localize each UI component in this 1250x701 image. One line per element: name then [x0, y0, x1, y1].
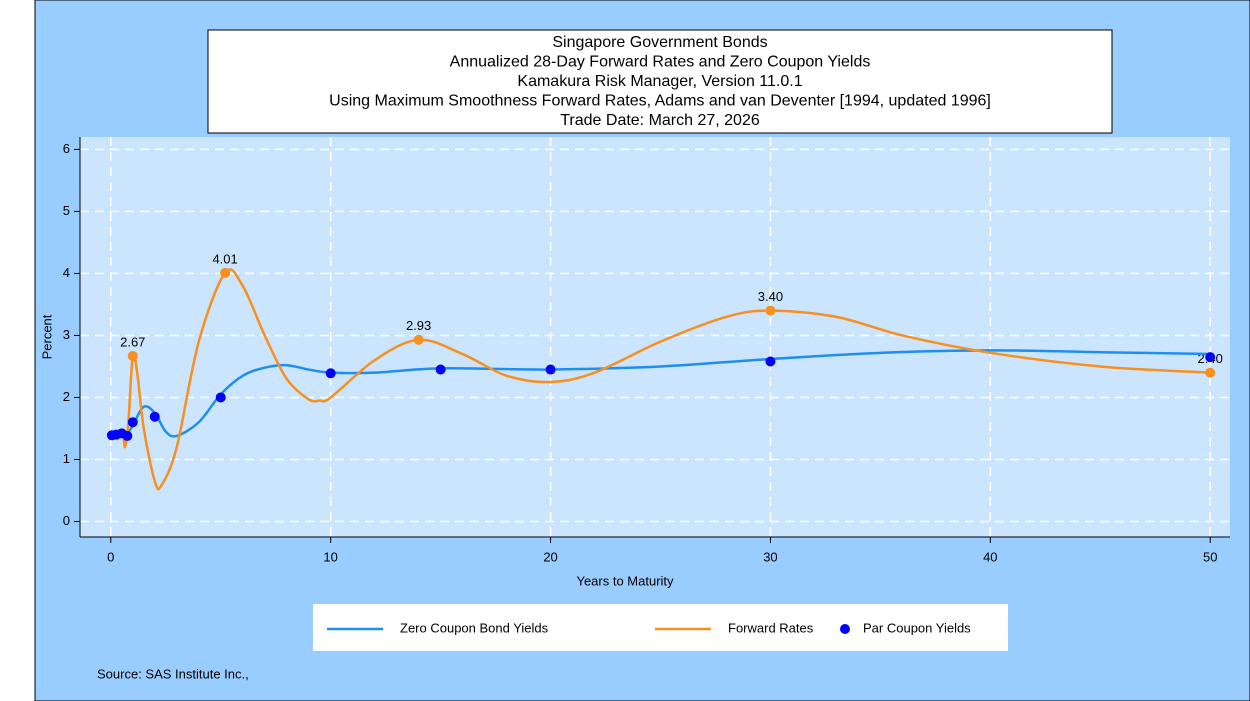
- x-tick-label: 50: [1203, 549, 1217, 564]
- legend-label: Forward Rates: [728, 620, 814, 635]
- point: [215, 392, 226, 403]
- x-tick-label: 20: [543, 549, 557, 564]
- y-tick-label: 0: [63, 513, 70, 528]
- point: [765, 356, 776, 367]
- line: [110, 349, 1211, 438]
- annotation-point: [765, 305, 776, 316]
- annotation-point: [1205, 367, 1216, 378]
- y-tick-label: 5: [63, 203, 70, 218]
- annotation-point: [413, 334, 424, 345]
- title: Singapore Government Bonds Annualized 28-…: [329, 34, 991, 129]
- legend: [313, 604, 1008, 651]
- x-tick-label: 0: [107, 549, 114, 564]
- grid: [80, 137, 1230, 537]
- annotation-point: [127, 350, 138, 361]
- annotation-point: [220, 267, 231, 278]
- plot-area: [80, 137, 1230, 537]
- annotation-label: 3.40: [758, 289, 783, 304]
- title-line: Annualized 28-Day Forward Rates and Zero…: [450, 54, 871, 71]
- point: [127, 417, 138, 428]
- point: [1205, 352, 1216, 363]
- y-tick-label: 4: [63, 265, 70, 280]
- point: [122, 430, 133, 441]
- y-tick-label: 1: [63, 451, 70, 466]
- y-tick-label: 2: [63, 389, 70, 404]
- title-box: [207, 29, 1113, 134]
- source: Source: SAS Institute Inc.,: [97, 666, 249, 681]
- y-axis-label: Percent: [39, 314, 54, 359]
- point: [545, 364, 556, 375]
- annotation-label: 2.67: [120, 334, 145, 349]
- x-tick-label: 10: [323, 549, 337, 564]
- point: [325, 368, 336, 379]
- legend-label: Zero Coupon Bond Yields: [400, 620, 549, 635]
- point: [149, 411, 160, 422]
- title-line: Using Maximum Smoothness Forward Rates, …: [329, 93, 991, 110]
- x-axis-label: Years to Maturity: [576, 573, 674, 588]
- x-tick-label: 30: [763, 549, 777, 564]
- title-line: Trade Date: March 27, 2026: [560, 112, 760, 129]
- line: [110, 268, 1211, 491]
- annotation-label: 2.93: [406, 318, 431, 333]
- x-tick-label: 40: [983, 549, 997, 564]
- y-tick-label: 3: [63, 327, 70, 342]
- title-line: Kamakura Risk Manager, Version 11.0.1: [517, 73, 802, 90]
- point: [435, 364, 446, 375]
- annotation-label: 4.01: [212, 251, 237, 266]
- y-tick-label: 6: [63, 141, 70, 156]
- legend-label: Par Coupon Yields: [863, 620, 971, 635]
- legend-swatch: [840, 624, 850, 634]
- title-line: Singapore Government Bonds: [552, 34, 767, 51]
